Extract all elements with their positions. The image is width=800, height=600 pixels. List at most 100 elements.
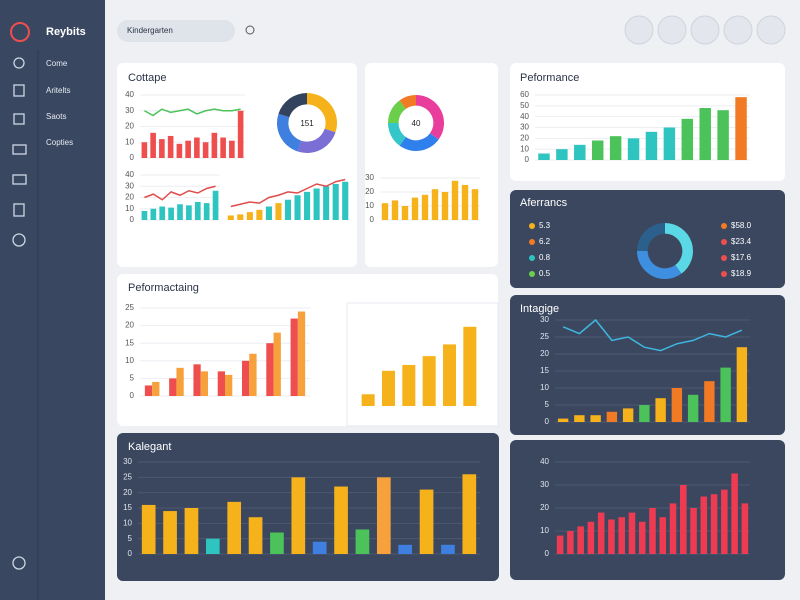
y-tick-label: 20 <box>540 349 549 358</box>
nav-icon[interactable] <box>12 174 27 185</box>
y-tick-label: 10 <box>540 383 549 392</box>
bar <box>699 108 711 160</box>
nav-icon[interactable] <box>13 84 25 97</box>
bar <box>690 508 697 554</box>
nav-icon[interactable] <box>12 144 27 155</box>
bar <box>212 190 219 220</box>
bar <box>735 97 747 160</box>
y-tick-label: 10 <box>125 137 134 146</box>
bar <box>577 526 584 554</box>
bar <box>669 503 677 554</box>
toolbar-button[interactable] <box>657 15 687 45</box>
search-icon[interactable] <box>13 57 25 69</box>
legend-dot <box>721 271 727 277</box>
logo <box>10 22 30 42</box>
y-tick-label: 20 <box>520 133 529 142</box>
donut-center: 151 <box>300 119 314 128</box>
bar <box>421 194 429 220</box>
bar <box>556 149 568 160</box>
y-tick-label: 25 <box>125 303 134 312</box>
bar <box>451 180 459 220</box>
legend-value: $17.6 <box>731 253 752 262</box>
y-tick-label: 10 <box>125 356 134 365</box>
bar <box>248 517 263 554</box>
legend-dot <box>529 271 535 277</box>
bar <box>266 343 274 396</box>
bar <box>591 140 604 160</box>
y-tick-label: 0 <box>545 549 550 558</box>
nav-icon[interactable] <box>13 203 25 217</box>
y-tick-label: 10 <box>540 526 549 535</box>
bar <box>597 512 605 554</box>
y-tick-label: 30 <box>125 106 134 115</box>
bar <box>741 503 749 554</box>
y-tick-label: 30 <box>540 480 549 489</box>
nav-icon[interactable] <box>12 233 26 247</box>
settings-icon[interactable] <box>12 556 26 570</box>
toolbar-button[interactable] <box>723 15 753 45</box>
bar <box>704 381 715 422</box>
bar <box>442 344 457 406</box>
toolbar-button[interactable] <box>690 15 720 45</box>
bar <box>150 132 156 158</box>
y-tick-label: 15 <box>123 503 132 512</box>
bar <box>659 517 667 554</box>
bar <box>567 531 574 554</box>
bar <box>227 501 242 554</box>
bar <box>681 118 694 160</box>
toolbar-button[interactable] <box>624 15 654 45</box>
bar <box>152 381 160 396</box>
bar <box>622 408 634 422</box>
y-tick-label: 25 <box>540 332 549 341</box>
y-tick-label: 20 <box>540 503 549 512</box>
y-tick-label: 50 <box>520 101 529 110</box>
donut-segment <box>637 251 682 279</box>
line-series <box>230 178 346 208</box>
bar <box>220 137 226 158</box>
bar <box>273 332 281 396</box>
legend-dot <box>529 239 535 245</box>
bar <box>205 538 220 554</box>
panel <box>117 63 357 267</box>
bar <box>246 212 253 220</box>
search-button[interactable] <box>245 25 255 35</box>
bar <box>297 311 306 396</box>
toolbar-button[interactable] <box>756 15 786 45</box>
bar <box>256 209 263 220</box>
nav-item[interactable]: Copties <box>46 138 73 147</box>
y-tick-label: 0 <box>525 155 530 164</box>
bar <box>275 203 282 220</box>
bar <box>312 541 327 554</box>
legend-dot <box>721 255 727 261</box>
panel-title: Peformance <box>520 72 579 84</box>
bar <box>334 486 348 554</box>
bar <box>168 207 174 220</box>
bar <box>291 477 306 554</box>
nav-item[interactable]: Come <box>46 59 68 68</box>
donut-center: 40 <box>412 119 421 128</box>
nav-item[interactable]: Saots <box>46 112 66 121</box>
y-tick-label: 5 <box>128 534 133 543</box>
nav-icon[interactable] <box>13 113 25 125</box>
legend-value: 5.3 <box>539 221 551 230</box>
donut-segment <box>277 113 302 152</box>
donut-segment <box>307 93 338 133</box>
bar <box>167 135 174 158</box>
bar <box>462 474 477 554</box>
donut-segment <box>399 133 439 152</box>
panel <box>365 63 498 267</box>
bar <box>671 388 683 422</box>
bar <box>169 378 177 396</box>
nav-item[interactable]: Aritelts <box>46 86 70 95</box>
donut-segment <box>399 95 416 109</box>
title-pill[interactable] <box>117 20 235 42</box>
y-tick-label: 0 <box>130 215 135 224</box>
bar <box>398 544 413 554</box>
bar <box>590 415 601 422</box>
y-tick-label: 0 <box>130 391 135 400</box>
y-tick-label: 0 <box>128 549 133 558</box>
donut-segment <box>388 123 406 146</box>
bar <box>141 211 148 220</box>
bar <box>193 364 201 396</box>
bar <box>203 203 210 220</box>
